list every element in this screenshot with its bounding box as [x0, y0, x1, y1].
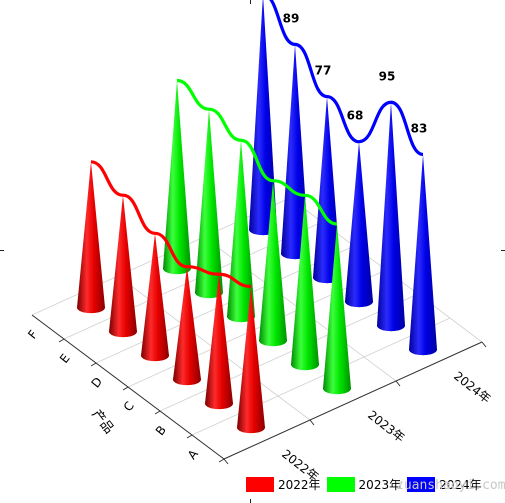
series-line-2023年 — [176, 78, 338, 226]
cone-2024年-C — [345, 141, 373, 308]
series-axis — [223, 341, 483, 460]
series-tick-2 — [395, 380, 401, 387]
cone-2024年-A — [409, 154, 437, 356]
watermark: zuanshaoyi.com — [396, 478, 505, 493]
data-label-C: 68 — [347, 109, 364, 123]
data-label-A: 83 — [411, 121, 428, 135]
cone-2022年-F — [77, 161, 105, 314]
data-label-B: 95 — [379, 69, 396, 83]
cone-2022年-D — [141, 233, 169, 362]
legend-label-2024: 2024年 — [439, 477, 482, 492]
frame-left-tick — [0, 250, 4, 251]
series-tick-1 — [309, 419, 315, 426]
category-tick-label-E: E — [57, 351, 73, 366]
legend-item-2023: 2023年 — [326, 476, 402, 493]
legend-swatch-2023 — [326, 476, 355, 492]
category-tick-2 — [154, 410, 161, 415]
category-tick-label-A: A — [185, 446, 202, 462]
series-tick-0 — [223, 458, 229, 465]
chart-series-lines — [90, 0, 424, 289]
category-tick-5 — [58, 338, 65, 343]
data-label-D: 77 — [315, 64, 332, 78]
floor-gridline-category-5 — [63, 221, 323, 340]
cone-2023年-A — [323, 224, 351, 395]
category-axis-title: 产品 — [88, 407, 116, 437]
chart-cones — [77, 0, 437, 434]
frame-top-tick — [250, 0, 251, 4]
legend-swatch-2022 — [246, 476, 274, 492]
chart-floor — [31, 197, 487, 465]
frame-right-tick — [501, 250, 505, 251]
category-tick-1 — [186, 434, 193, 439]
cone-2024年-B — [377, 102, 405, 332]
legend: 2022年 2023年 2024年 — [246, 474, 488, 494]
floor-gridline-category-1 — [191, 317, 451, 436]
series-line-2022年 — [90, 160, 252, 289]
cone-2022年-B — [205, 274, 233, 410]
cone-2022年-A — [237, 286, 265, 434]
floor-gridline-category-2 — [159, 293, 419, 412]
legend-label-2023: 2023年 — [358, 477, 402, 492]
cone-2023年-E — [195, 109, 223, 299]
series-tick-label-2: 2024年 — [451, 369, 493, 406]
series-line-2024年 — [269, 0, 424, 157]
floor-gridline-category-4 — [95, 245, 355, 364]
category-tick-label-B: B — [153, 423, 169, 438]
legend-label-2022: 2022年 — [278, 477, 321, 492]
data-label-E: 89 — [283, 11, 300, 25]
cone-2022年-E — [109, 195, 137, 338]
cone-2023年-B — [291, 195, 319, 371]
category-tick-0 — [218, 458, 225, 463]
category-tick-label-C: C — [121, 399, 137, 414]
legend-item-2022: 2022年 — [246, 476, 321, 493]
category-tick-3 — [122, 386, 129, 391]
series-tick-end — [481, 341, 487, 348]
category-tick-4 — [90, 362, 97, 367]
series-tick-label-1: 2023年 — [365, 408, 407, 445]
cone-2022年-C — [173, 266, 201, 386]
legend-item-2024: 2024年 — [407, 476, 482, 493]
frame-bottom-tick — [250, 499, 251, 503]
category-tick-label-D: D — [88, 375, 105, 391]
cone-2023年-C — [259, 180, 287, 347]
legend-swatch-2024 — [407, 476, 436, 492]
category-tick-label-F: F — [25, 327, 40, 341]
floor-gridline-category-3 — [127, 269, 387, 388]
